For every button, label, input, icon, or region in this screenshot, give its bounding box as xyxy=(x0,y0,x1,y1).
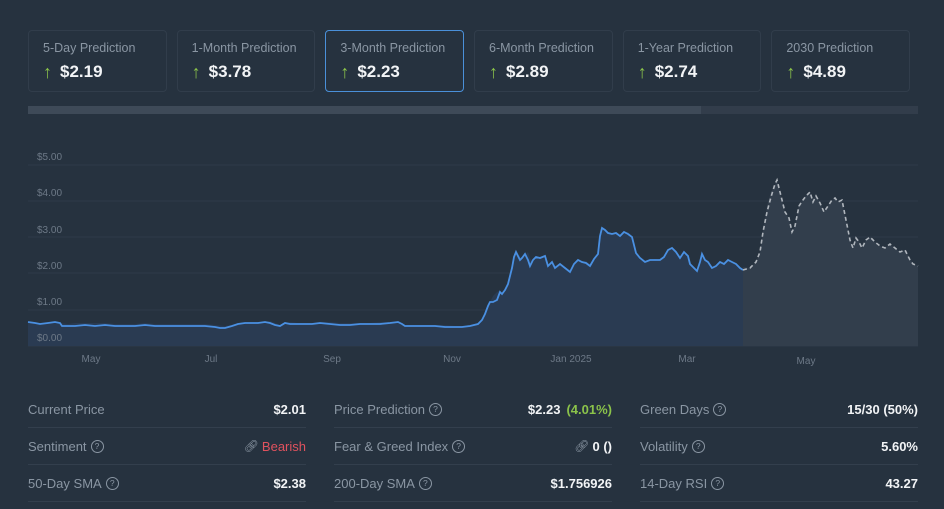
stats-column: Current Price $2.01 Sentiment? 🔗︎ Bearish… xyxy=(28,391,306,502)
card-label: 1-Year Prediction xyxy=(637,41,734,55)
stat-label: Fear & Greed Index? xyxy=(334,439,466,454)
card-value: $2.74 xyxy=(654,62,698,81)
card-value: $2.19 xyxy=(60,62,103,81)
x-tick-label: Nov xyxy=(443,354,461,365)
y-tick-label: $0.00 xyxy=(37,333,63,344)
change-percent: (4.01%) xyxy=(566,401,612,417)
scrollbar-thumb[interactable] xyxy=(28,106,701,114)
help-icon[interactable]: ? xyxy=(105,476,119,490)
y-tick-label: $4.00 xyxy=(37,188,63,199)
card-1-year[interactable]: 1-Year Prediction ↑ $2.74 xyxy=(622,30,762,92)
stat-label: 50-Day SMA? xyxy=(28,476,119,491)
y-tick-label: $1.00 xyxy=(37,297,63,308)
link-icon: 🔗︎ xyxy=(243,439,259,453)
x-tick-label: Mar xyxy=(678,354,696,365)
card-label: 3-Month Prediction xyxy=(340,41,446,55)
help-icon[interactable]: ? xyxy=(429,402,443,416)
up-arrow-icon: ↑ xyxy=(489,62,499,82)
stat-label: Current Price xyxy=(28,401,105,417)
card-label: 1-Month Prediction xyxy=(191,41,297,55)
stat-green-days: Green Days? 15/30 (50%) xyxy=(640,391,918,428)
stat-fear-greed: Fear & Greed Index? 🔗︎ 0 () xyxy=(334,428,612,465)
stat-value: $2.01 xyxy=(273,401,306,417)
card-label: 2030 Prediction xyxy=(786,41,874,55)
x-tick-label: Sep xyxy=(323,354,341,365)
stat-label: 14-Day RSI? xyxy=(640,476,725,491)
card-3-month[interactable]: 3-Month Prediction ↑ $2.23 xyxy=(325,30,465,92)
stat-value: $1.756926 xyxy=(550,475,612,491)
help-icon[interactable]: ? xyxy=(452,439,466,453)
stat-label: Volatility? xyxy=(640,439,705,454)
card-value: $2.89 xyxy=(506,62,549,81)
cards-scrollbar[interactable] xyxy=(28,106,918,114)
up-arrow-icon: ↑ xyxy=(786,62,796,82)
card-1-month[interactable]: 1-Month Prediction ↑ $3.78 xyxy=(176,30,316,92)
stat-label: Green Days? xyxy=(640,402,727,417)
help-icon[interactable]: ? xyxy=(418,476,432,490)
up-arrow-icon: ↑ xyxy=(191,62,201,82)
stat-value: 5.60% xyxy=(881,438,918,454)
y-tick-label: $5.00 xyxy=(37,152,63,163)
stat-14-day-rsi: 14-Day RSI? 43.27 xyxy=(640,465,918,502)
stat-label: Price Prediction? xyxy=(334,402,443,417)
stat-50-day-sma: 50-Day SMA? $2.38 xyxy=(28,465,306,502)
stat-value[interactable]: 🔗︎ 0 () xyxy=(574,438,612,454)
card-value: $2.23 xyxy=(357,62,400,81)
stats-grid: Current Price $2.01 Sentiment? 🔗︎ Bearish… xyxy=(28,391,918,502)
x-tick-label: Jan 2025 xyxy=(550,354,592,365)
help-icon[interactable]: ? xyxy=(691,439,705,453)
card-5-day[interactable]: 5-Day Prediction ↑ $2.19 xyxy=(28,30,167,92)
card-6-month[interactable]: 6-Month Prediction ↑ $2.89 xyxy=(474,30,613,92)
card-value: $3.78 xyxy=(208,62,252,81)
link-icon: 🔗︎ xyxy=(574,439,590,453)
price-chart: $5.00 $4.00 $3.00 $2.00 $1.00 $0.00 May … xyxy=(0,140,944,375)
stats-column: Green Days? 15/30 (50%) Volatility? 5.60… xyxy=(640,391,918,502)
help-icon[interactable]: ? xyxy=(713,402,727,416)
card-2030[interactable]: 2030 Prediction ↑ $4.89 xyxy=(771,30,911,92)
stat-price-prediction: Price Prediction? $2.23 (4.01%) xyxy=(334,391,612,428)
stat-label: 200-Day SMA? xyxy=(334,476,432,491)
up-arrow-icon: ↑ xyxy=(43,62,52,82)
stat-value: 15/30 (50%) xyxy=(847,401,918,417)
stat-value: $2.38 xyxy=(273,475,306,491)
stat-value[interactable]: 🔗︎ Bearish xyxy=(243,438,306,454)
stat-value: 43.27 xyxy=(885,475,918,491)
card-value: $4.89 xyxy=(803,62,846,81)
x-tick-label: May xyxy=(81,354,101,365)
y-tick-label: $2.00 xyxy=(37,261,63,272)
stat-value: $2.23 (4.01%) xyxy=(527,401,612,417)
card-label: 6-Month Prediction xyxy=(489,41,594,55)
help-icon[interactable]: ? xyxy=(90,439,104,453)
up-arrow-icon: ↑ xyxy=(637,62,647,82)
stat-sentiment: Sentiment? 🔗︎ Bearish xyxy=(28,428,306,465)
stats-column: Price Prediction? $2.23 (4.01%) Fear & Gr… xyxy=(334,391,612,502)
stat-current-price: Current Price $2.01 xyxy=(28,391,306,428)
card-label: 5-Day Prediction xyxy=(43,41,136,55)
up-arrow-icon: ↑ xyxy=(340,62,350,82)
x-tick-label: Jul xyxy=(204,354,218,365)
prediction-cards: 5-Day Prediction ↑ $2.19 1-Month Predicti… xyxy=(28,30,911,92)
stat-label: Sentiment? xyxy=(28,439,104,454)
chart-canvas xyxy=(27,164,919,347)
stat-volatility: Volatility? 5.60% xyxy=(640,428,918,465)
x-tick-label: May xyxy=(796,356,816,367)
help-icon[interactable]: ? xyxy=(711,476,725,490)
y-tick-label: $3.00 xyxy=(37,225,63,236)
stat-200-day-sma: 200-Day SMA? $1.756926 xyxy=(334,465,612,502)
